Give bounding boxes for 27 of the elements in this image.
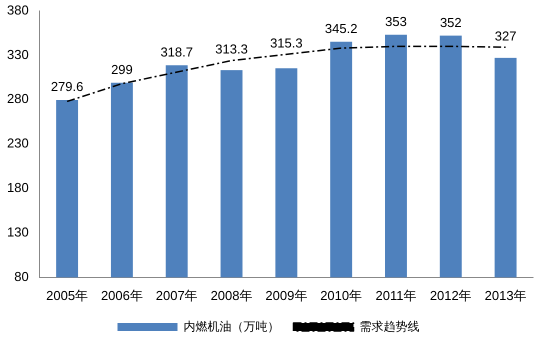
data-label: 313.3 xyxy=(215,42,248,57)
y-tick-label: 80 xyxy=(14,268,29,284)
data-label: 352 xyxy=(440,14,462,30)
y-tick-label: 180 xyxy=(6,180,29,196)
data-label: 315.3 xyxy=(270,35,303,50)
legend-label: 内燃机油（万吨） xyxy=(184,319,280,334)
x-tick-label: 2006年 xyxy=(100,288,143,303)
data-label: 299 xyxy=(111,62,133,77)
x-tick-label: 2005年 xyxy=(46,288,88,303)
data-label: 345.2 xyxy=(324,20,358,36)
x-tick-label: 2010年 xyxy=(320,288,362,303)
data-label: 327 xyxy=(494,28,516,44)
data-label: 353 xyxy=(385,14,407,29)
data-label: 318.7 xyxy=(160,44,193,60)
x-tick-label: 2013年 xyxy=(484,288,527,303)
x-tick-label: 2011年 xyxy=(375,288,416,303)
legend-label: 需求趋势线 xyxy=(360,319,420,334)
x-tick-label: 2007年 xyxy=(156,288,198,303)
x-tick-label: 2009年 xyxy=(265,288,308,303)
x-tick-label: 2008年 xyxy=(210,288,252,303)
y-tick-label: 230 xyxy=(6,136,29,151)
y-tick-label: 330 xyxy=(6,46,29,62)
x-tick-label: 2012年 xyxy=(430,288,472,303)
y-tick-label: 280 xyxy=(6,91,29,106)
data-label: 279.6 xyxy=(50,79,84,94)
y-tick-label: 130 xyxy=(6,224,29,240)
y-tick-label: 380 xyxy=(6,2,29,18)
